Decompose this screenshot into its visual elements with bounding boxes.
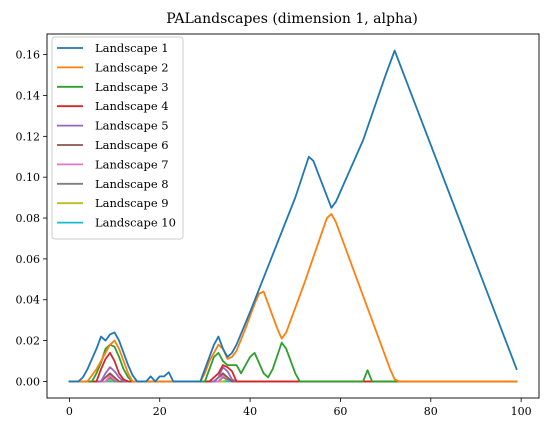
series-line-2 bbox=[68, 213, 518, 383]
legend-box bbox=[51, 36, 184, 240]
x-tick-label: 40 bbox=[243, 405, 257, 418]
plot-frame bbox=[46, 33, 540, 399]
legend-label-1: Landscape 1 bbox=[95, 41, 169, 55]
legend-label-2: Landscape 2 bbox=[95, 60, 169, 74]
y-tick-label: 0.10 bbox=[16, 171, 41, 184]
legend-label-4: Landscape 4 bbox=[95, 99, 169, 113]
y-tick-label: 0.08 bbox=[16, 212, 41, 225]
y-tick-label: 0.14 bbox=[16, 89, 41, 102]
legend-label-10: Landscape 10 bbox=[95, 216, 176, 230]
series-line-6 bbox=[68, 372, 518, 383]
y-tick-label: 0.02 bbox=[16, 335, 41, 348]
x-tick-label: 100 bbox=[511, 405, 532, 418]
legend: Landscape 1 Landscape 2 Landscape 3 Landsca… bbox=[51, 36, 184, 240]
series-line-1 bbox=[68, 49, 518, 383]
y-tick-label: 0.06 bbox=[16, 253, 41, 266]
y-tick-label: 0.16 bbox=[16, 49, 41, 62]
y-tick-label: 0.00 bbox=[16, 375, 41, 388]
legend-label-7: Landscape 7 bbox=[95, 157, 169, 171]
series-line-3 bbox=[68, 341, 518, 383]
chart-title: PALandscapes (dimension 1, alpha) bbox=[166, 11, 418, 27]
legend-label-9: Landscape 9 bbox=[95, 196, 169, 210]
x-tick-label: 20 bbox=[153, 405, 167, 418]
x-tick-label: 0 bbox=[66, 405, 73, 418]
series-layer bbox=[68, 49, 518, 383]
y-tick-label: 0.04 bbox=[16, 294, 41, 307]
series-line-4 bbox=[68, 351, 518, 383]
x-tick-label: 80 bbox=[424, 405, 438, 418]
x-tick-label: 60 bbox=[333, 405, 347, 418]
legend-label-3: Landscape 3 bbox=[95, 80, 169, 94]
axis-ticks: 0 20 40 60 80 100 0.00 0.02 0.04 0.06 0.08 0.10 0.12… bbox=[16, 49, 532, 418]
y-tick-label: 0.12 bbox=[16, 130, 41, 143]
legend-label-6: Landscape 6 bbox=[95, 138, 169, 152]
legend-label-8: Landscape 8 bbox=[95, 177, 169, 191]
legend-label-5: Landscape 5 bbox=[95, 119, 169, 133]
